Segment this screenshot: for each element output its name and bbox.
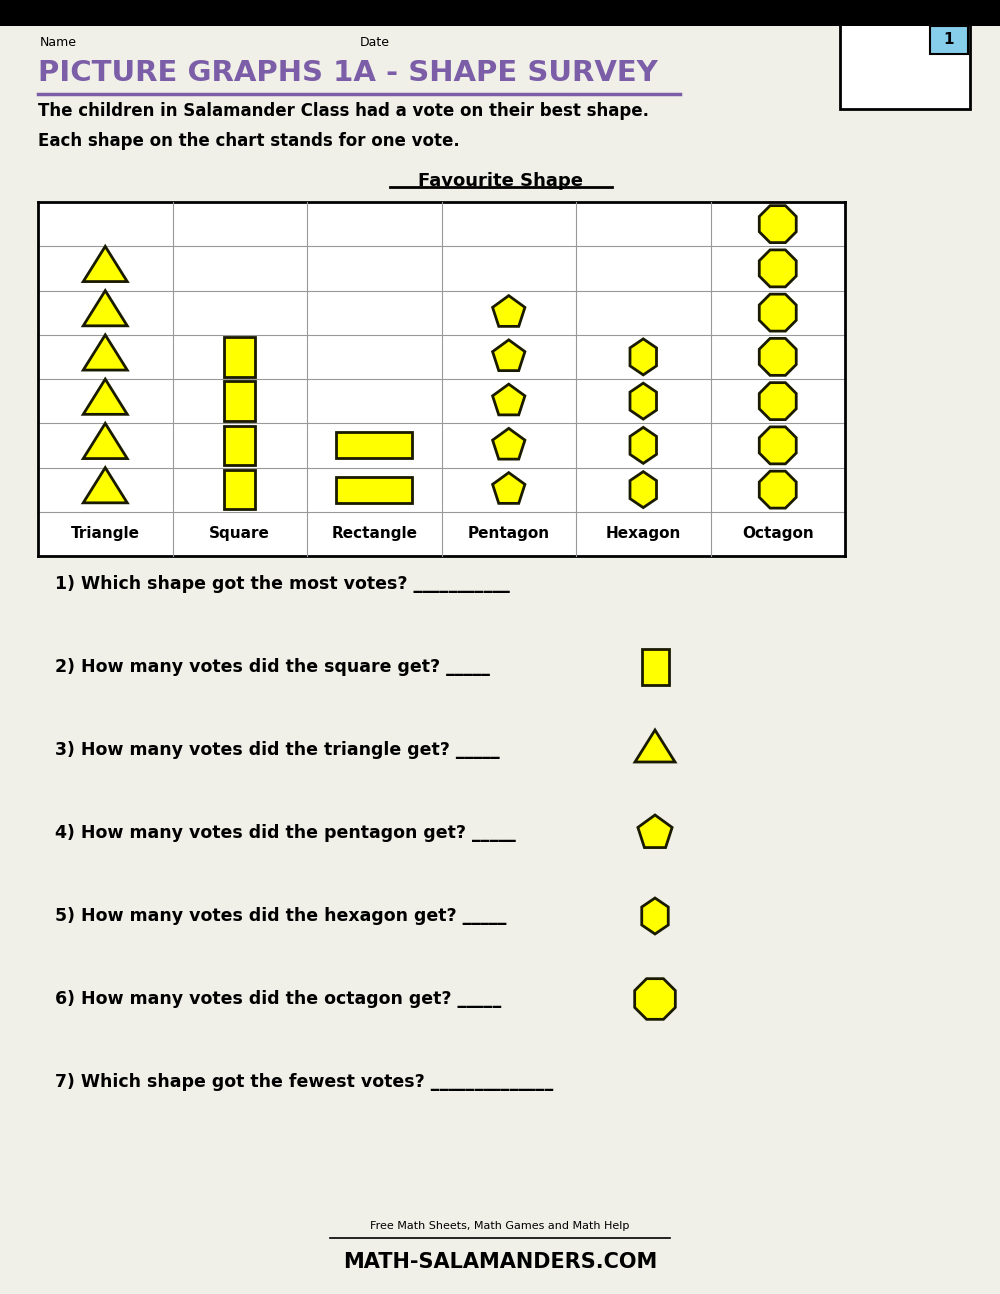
- Bar: [0, 0, 1000, 26]
- Text: 6) How many votes did the octagon get? _____: 6) How many votes did the octagon get? _…: [55, 990, 501, 1008]
- Text: PICTURE GRAPHS 1A - SHAPE SURVEY: PICTURE GRAPHS 1A - SHAPE SURVEY: [38, 60, 658, 87]
- Text: Favourite Shape: Favourite Shape: [418, 172, 582, 190]
- Text: Name: Name: [40, 36, 77, 49]
- Polygon shape: [759, 206, 796, 242]
- Polygon shape: [630, 383, 657, 419]
- Text: Square: Square: [209, 527, 270, 541]
- Text: 5) How many votes did the hexagon get? _____: 5) How many votes did the hexagon get? _…: [55, 907, 506, 925]
- Polygon shape: [83, 379, 127, 414]
- Bar: [840, 25, 970, 109]
- Bar: [224, 426, 255, 465]
- Polygon shape: [638, 815, 672, 848]
- Text: Hexagon: Hexagon: [606, 527, 681, 541]
- Bar: [642, 650, 668, 685]
- Polygon shape: [83, 246, 127, 282]
- Polygon shape: [83, 467, 127, 503]
- Polygon shape: [630, 339, 657, 375]
- Bar: [224, 382, 255, 421]
- Text: Pentagon: Pentagon: [468, 527, 550, 541]
- Polygon shape: [759, 294, 796, 331]
- Polygon shape: [759, 383, 796, 419]
- Polygon shape: [83, 291, 127, 326]
- Polygon shape: [630, 471, 657, 507]
- Text: Triangle: Triangle: [71, 527, 140, 541]
- Polygon shape: [83, 335, 127, 370]
- Text: Each shape on the chart stands for one vote.: Each shape on the chart stands for one v…: [38, 132, 460, 150]
- Bar: [224, 470, 255, 510]
- Polygon shape: [493, 384, 525, 415]
- Text: 7) Which shape got the fewest votes? ______________: 7) Which shape got the fewest votes? ___…: [55, 1073, 553, 1091]
- Text: Date: Date: [360, 36, 390, 49]
- Bar: [930, 26, 968, 54]
- Polygon shape: [630, 427, 657, 463]
- Polygon shape: [759, 339, 796, 375]
- Polygon shape: [83, 423, 127, 458]
- Bar: [38, 202, 845, 556]
- Text: 3) How many votes did the triangle get? _____: 3) How many votes did the triangle get? …: [55, 741, 500, 760]
- Text: Free Math Sheets, Math Games and Math Help: Free Math Sheets, Math Games and Math He…: [370, 1222, 630, 1231]
- Polygon shape: [493, 295, 525, 326]
- Text: 1: 1: [944, 32, 954, 48]
- Polygon shape: [635, 730, 675, 762]
- Polygon shape: [493, 472, 525, 503]
- Text: 2) How many votes did the square get? _____: 2) How many votes did the square get? __…: [55, 659, 490, 675]
- Bar: [336, 476, 412, 502]
- Polygon shape: [759, 427, 796, 463]
- Polygon shape: [642, 898, 668, 934]
- Text: Rectangle: Rectangle: [331, 527, 417, 541]
- Polygon shape: [759, 471, 796, 509]
- Text: 1) Which shape got the most votes? ___________: 1) Which shape got the most votes? _____…: [55, 575, 510, 593]
- Polygon shape: [635, 978, 675, 1020]
- Bar: [336, 432, 412, 458]
- Polygon shape: [493, 340, 525, 370]
- Text: MATH-SALAMANDERS.COM: MATH-SALAMANDERS.COM: [343, 1253, 657, 1272]
- Text: Octagon: Octagon: [742, 527, 814, 541]
- Text: The children in Salamander Class had a vote on their best shape.: The children in Salamander Class had a v…: [38, 102, 649, 120]
- Bar: [224, 336, 255, 377]
- Text: 4) How many votes did the pentagon get? _____: 4) How many votes did the pentagon get? …: [55, 824, 516, 842]
- Polygon shape: [759, 250, 796, 287]
- Polygon shape: [493, 428, 525, 459]
